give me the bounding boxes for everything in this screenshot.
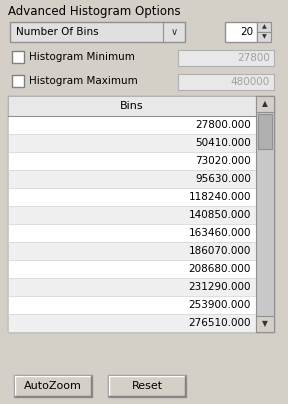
Bar: [178, 50, 274, 66]
Text: ∨: ∨: [170, 27, 178, 37]
Bar: [8, 96, 256, 116]
Text: ▲: ▲: [262, 99, 268, 109]
Bar: [8, 242, 256, 260]
Text: 27800.000: 27800.000: [195, 120, 251, 130]
Text: Reset: Reset: [131, 381, 162, 391]
Text: AutoZoom: AutoZoom: [24, 381, 82, 391]
Text: Advanced Histogram Options: Advanced Histogram Options: [8, 4, 181, 17]
Bar: [8, 134, 256, 152]
Text: 253900.000: 253900.000: [189, 300, 251, 310]
Bar: [108, 375, 186, 397]
Bar: [8, 116, 256, 134]
Bar: [8, 152, 256, 170]
Text: Histogram Minimum: Histogram Minimum: [29, 52, 135, 62]
Text: 27800: 27800: [237, 53, 270, 63]
Bar: [8, 96, 274, 332]
Bar: [256, 316, 274, 332]
Text: 208680.000: 208680.000: [189, 264, 251, 274]
Bar: [14, 375, 92, 397]
Text: 95630.000: 95630.000: [195, 174, 251, 184]
Text: 186070.000: 186070.000: [189, 246, 251, 256]
Bar: [8, 314, 256, 332]
Text: 480000: 480000: [231, 77, 270, 87]
Text: 118240.000: 118240.000: [189, 192, 251, 202]
Bar: [257, 22, 271, 32]
Text: ▲: ▲: [262, 25, 266, 29]
Text: 140850.000: 140850.000: [189, 210, 251, 220]
Bar: [257, 32, 271, 42]
Bar: [8, 278, 256, 296]
Bar: [8, 188, 256, 206]
Bar: [10, 22, 185, 42]
Bar: [8, 296, 256, 314]
Text: Number Of Bins: Number Of Bins: [16, 27, 98, 37]
Text: Bins: Bins: [120, 101, 144, 111]
Text: 73020.000: 73020.000: [195, 156, 251, 166]
Text: 276510.000: 276510.000: [189, 318, 251, 328]
Bar: [8, 260, 256, 278]
Text: ▼: ▼: [262, 34, 266, 40]
Text: 50410.000: 50410.000: [195, 138, 251, 148]
Text: ▼: ▼: [262, 320, 268, 328]
Bar: [256, 96, 274, 332]
Bar: [8, 206, 256, 224]
Bar: [8, 224, 256, 242]
Bar: [12, 51, 24, 63]
Bar: [258, 114, 272, 149]
Bar: [12, 75, 24, 87]
Text: 231290.000: 231290.000: [189, 282, 251, 292]
Text: Histogram Maximum: Histogram Maximum: [29, 76, 138, 86]
Bar: [225, 22, 257, 42]
Text: 20: 20: [240, 27, 253, 37]
Bar: [256, 96, 274, 112]
Bar: [178, 74, 274, 90]
Bar: [8, 170, 256, 188]
Text: 163460.000: 163460.000: [189, 228, 251, 238]
